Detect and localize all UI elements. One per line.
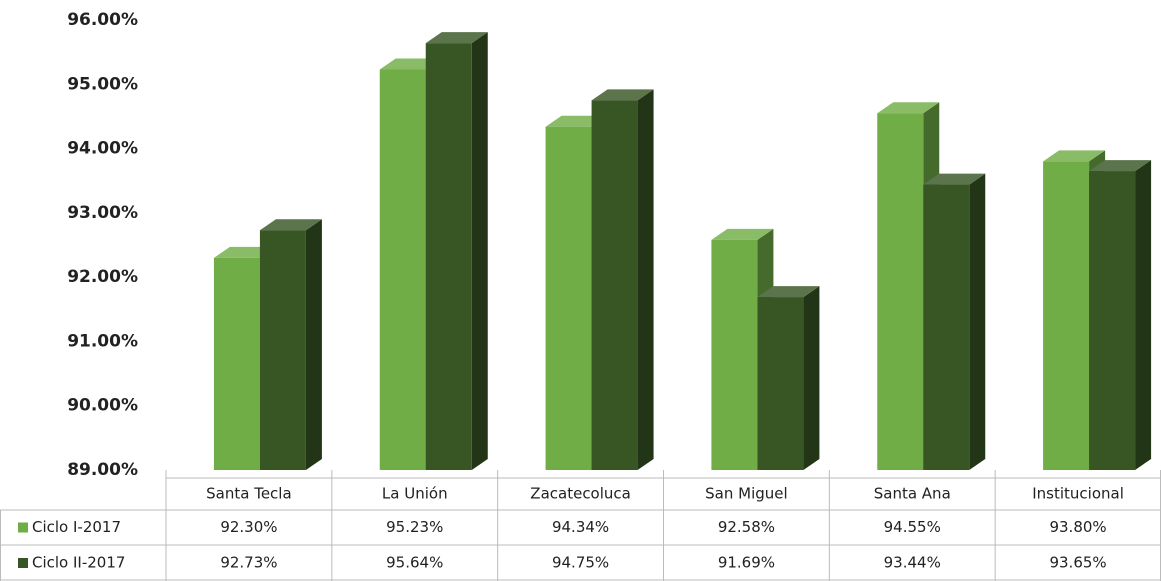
y-tick-label: 95.00% — [67, 74, 138, 94]
bar — [425, 32, 488, 471]
bar-side — [969, 173, 986, 471]
table-value: 92.73% — [220, 554, 277, 572]
bar — [591, 89, 654, 470]
table-value: 92.30% — [220, 518, 277, 536]
table-value: 93.80% — [1049, 518, 1106, 536]
bar-front — [591, 100, 638, 470]
y-tick-label: 96.00% — [67, 10, 138, 30]
table-value: 95.23% — [386, 518, 443, 536]
bar-top — [259, 219, 322, 231]
x-tick-label: Santa Tecla — [206, 485, 292, 503]
bar-top — [1043, 150, 1106, 162]
y-tick-label: 94.00% — [67, 139, 138, 159]
y-tick-label: 92.00% — [67, 267, 138, 287]
bar-top — [923, 173, 986, 185]
x-tick-label: San Miguel — [705, 485, 788, 503]
table-value: 95.64% — [386, 554, 443, 572]
bar-front — [757, 297, 804, 470]
legend-label: Ciclo I-2017 — [32, 518, 121, 536]
legend-label: Ciclo II-2017 — [32, 554, 125, 572]
x-tick-label: La Unión — [382, 485, 448, 503]
bar-front — [425, 43, 472, 471]
y-tick-label: 89.00% — [67, 460, 138, 480]
bar-front — [379, 69, 426, 470]
bar-side — [637, 89, 654, 470]
legend-swatch — [18, 522, 28, 533]
bar-front — [1089, 171, 1136, 471]
table-value: 94.34% — [552, 518, 609, 536]
x-tick-label: Institucional — [1032, 485, 1124, 503]
table-value: 93.65% — [1049, 554, 1106, 572]
bar-top — [757, 286, 820, 298]
bar-side — [305, 219, 322, 470]
bar-front — [711, 239, 758, 470]
table-value: 91.69% — [718, 554, 775, 572]
bar-top — [591, 89, 654, 101]
bar-top — [877, 102, 940, 114]
bar-side — [1135, 160, 1152, 471]
bar-front — [259, 230, 306, 470]
bar — [259, 219, 322, 470]
bar-side — [803, 286, 820, 470]
y-tick-label: 90.00% — [67, 396, 138, 416]
table-value: 94.75% — [552, 554, 609, 572]
bar — [757, 286, 820, 470]
bar-front — [1043, 161, 1090, 470]
legend-swatch — [18, 558, 28, 568]
bar — [923, 173, 986, 471]
y-tick-label: 93.00% — [67, 203, 138, 223]
bar — [1089, 160, 1152, 471]
table-value: 94.55% — [884, 518, 941, 536]
bar-front — [877, 113, 924, 470]
table-value: 92.58% — [718, 518, 775, 536]
x-tick-label: Zacatecoluca — [530, 485, 631, 503]
table-value: 93.44% — [884, 554, 941, 572]
bar-top — [711, 228, 774, 240]
bar-side — [471, 32, 488, 471]
bar-front — [545, 126, 592, 470]
bar-front — [213, 257, 260, 470]
x-tick-label: Santa Ana — [874, 485, 951, 503]
y-tick-label: 91.00% — [67, 331, 138, 351]
bar-front — [923, 184, 970, 471]
bar-top — [425, 32, 488, 44]
bar-top — [1089, 160, 1152, 172]
